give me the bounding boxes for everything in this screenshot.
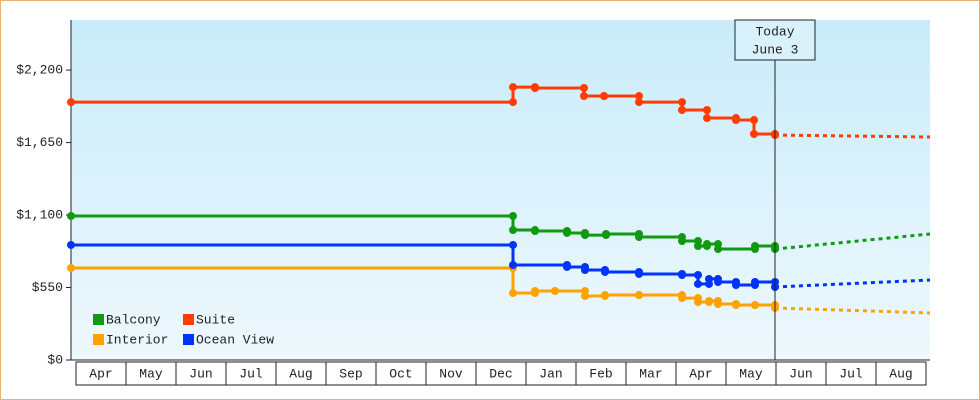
point-marker: [694, 242, 702, 251]
point-marker: [714, 245, 722, 254]
x-tick-label: Jun: [789, 366, 812, 381]
point-marker: [694, 271, 702, 279]
point-marker: [751, 277, 759, 286]
point-marker: [678, 106, 686, 115]
point-marker: [714, 299, 722, 308]
point-marker: [678, 271, 686, 279]
x-tick-label: Aug: [289, 366, 312, 381]
point-marker: [509, 83, 517, 92]
point-marker: [602, 230, 610, 239]
point-marker: [581, 291, 589, 300]
point-marker: [563, 228, 571, 237]
point-marker: [67, 98, 75, 107]
point-marker: [600, 92, 608, 101]
point-marker: [705, 296, 713, 305]
point-marker: [694, 279, 702, 288]
forecast-line: [774, 306, 931, 315]
x-tick-label: Apr: [689, 366, 712, 381]
legend-label: Interior: [106, 332, 168, 347]
forecast-line: [774, 278, 931, 289]
point-marker: [732, 301, 740, 310]
y-tick-label: $1,650: [16, 135, 63, 150]
point-marker: [580, 92, 588, 101]
point-marker: [732, 281, 740, 290]
point-marker: [509, 240, 517, 249]
x-tick-label: Apr: [89, 366, 112, 381]
point-marker: [751, 301, 759, 310]
x-tick-label: Jul: [239, 366, 263, 381]
point-marker: [678, 237, 686, 245]
y-tick-label: $1,100: [16, 207, 63, 222]
x-tick-label: Jun: [189, 366, 212, 381]
x-tick-label: Aug: [889, 366, 912, 381]
point-marker: [678, 294, 686, 303]
point-marker: [581, 231, 589, 240]
today-label: June 3: [752, 42, 799, 57]
forecast-line: [774, 232, 931, 251]
point-marker: [635, 92, 643, 101]
point-marker: [751, 242, 759, 251]
point-marker: [563, 262, 571, 271]
legend-label: Ocean View: [196, 332, 274, 347]
legend-swatch: [93, 314, 104, 325]
point-marker: [509, 289, 517, 298]
forecast-line: [774, 133, 931, 139]
legend-label: Balcony: [106, 312, 161, 327]
point-marker: [581, 265, 589, 274]
point-marker: [551, 286, 559, 295]
x-tick-cell: [875, 361, 927, 386]
x-tick-label: Dec: [489, 366, 512, 381]
point-marker: [635, 233, 643, 242]
point-marker: [694, 298, 702, 307]
point-marker: [732, 116, 740, 125]
x-tick-label: Jan: [539, 366, 562, 381]
point-marker: [67, 211, 75, 220]
point-marker: [635, 98, 643, 107]
point-marker: [67, 264, 75, 273]
point-marker: [601, 267, 609, 276]
point-marker: [703, 106, 711, 115]
x-tick-label: Mar: [639, 366, 662, 381]
legend-swatch: [183, 314, 194, 325]
point-marker: [509, 260, 517, 269]
x-tick-label: May: [739, 366, 763, 381]
point-marker: [531, 226, 539, 235]
plot-area: [71, 20, 930, 360]
y-tick-label: $2,200: [16, 63, 63, 78]
today-label: Today: [755, 24, 794, 39]
legend-swatch: [183, 334, 194, 345]
point-marker: [601, 291, 609, 300]
point-marker: [509, 211, 517, 220]
point-marker: [703, 114, 711, 123]
y-tick-label: $550: [32, 280, 63, 295]
point-marker: [635, 269, 643, 278]
point-marker: [635, 291, 643, 300]
y-tick-label: $0: [47, 352, 63, 367]
point-marker: [67, 240, 75, 249]
point-marker: [750, 116, 758, 125]
point-marker: [705, 274, 713, 283]
point-marker: [580, 84, 588, 92]
x-tick-label: Feb: [589, 366, 612, 381]
point-marker: [678, 98, 686, 107]
today-box: [734, 19, 816, 61]
legend-label: Suite: [196, 312, 235, 327]
point-marker: [714, 277, 722, 286]
point-marker: [750, 129, 758, 138]
point-marker: [531, 84, 539, 92]
point-marker: [703, 240, 711, 249]
legend-swatch: [93, 334, 104, 345]
x-tick-label: Sep: [339, 366, 362, 381]
x-tick-label: Nov: [439, 366, 463, 381]
point-marker: [531, 286, 539, 295]
x-tick-label: Jul: [839, 366, 863, 381]
point-marker: [509, 98, 517, 107]
x-tick-label: Oct: [389, 366, 412, 381]
x-tick-label: May: [139, 366, 163, 381]
point-marker: [509, 226, 517, 235]
